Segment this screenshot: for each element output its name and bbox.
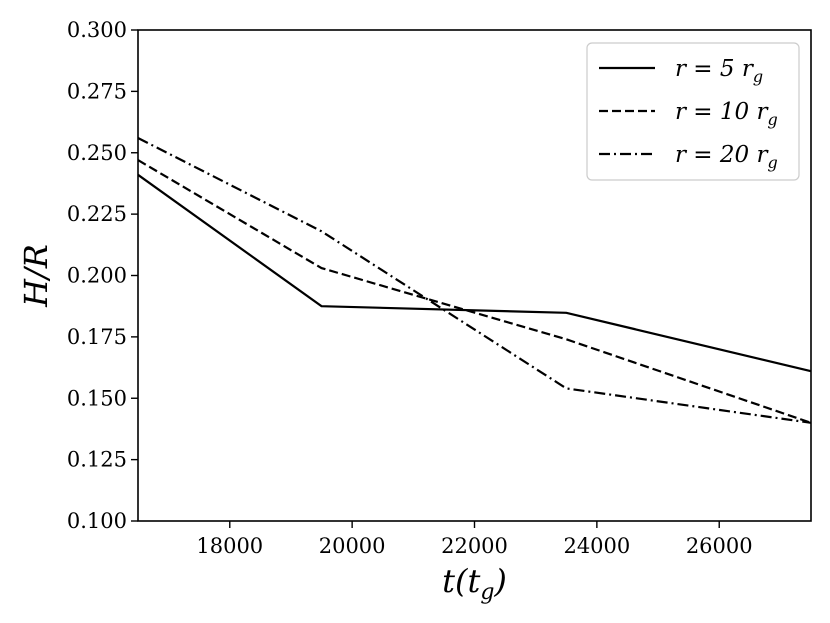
x-tick-label: 22000: [441, 534, 508, 558]
x-tick-label: 18000: [196, 534, 263, 558]
series-3-line: [137, 137, 812, 424]
legend: r = 5 rg r = 10 rg r = 20 rg: [586, 42, 800, 181]
legend-label-series-2: r = 10 rg: [675, 99, 778, 129]
y-tick-label: 0.250: [67, 141, 127, 165]
y-tick-label: 0.125: [67, 448, 127, 472]
legend-label-series-1: r = 5 rg: [675, 56, 763, 86]
x-axis-title: t(tg): [442, 562, 507, 605]
series-layer: [137, 137, 812, 424]
y-tick-label: 0.175: [67, 325, 127, 349]
y-axis-title: H/R: [17, 244, 55, 308]
y-tick-label: 0.275: [67, 79, 127, 103]
ticks-layer: 18000 20000 22000 24000 26000 0.100 0.125 0.150…: [67, 18, 753, 558]
y-tick-label: 0.300: [67, 18, 127, 42]
series-2-line: [137, 159, 812, 424]
y-tick-label: 0.225: [67, 202, 127, 226]
legend-box: [586, 42, 800, 181]
x-tick-label: 26000: [686, 534, 753, 558]
y-tick-label: 0.150: [67, 386, 127, 410]
y-tick-label: 0.100: [67, 509, 127, 533]
plot-frame: [137, 29, 812, 522]
series-1-line: [137, 173, 812, 373]
x-tick-label: 24000: [563, 534, 630, 558]
x-tick-label: 20000: [319, 534, 386, 558]
y-tick-label: 0.200: [67, 264, 127, 288]
legend-label-series-3: r = 20 rg: [675, 142, 778, 172]
